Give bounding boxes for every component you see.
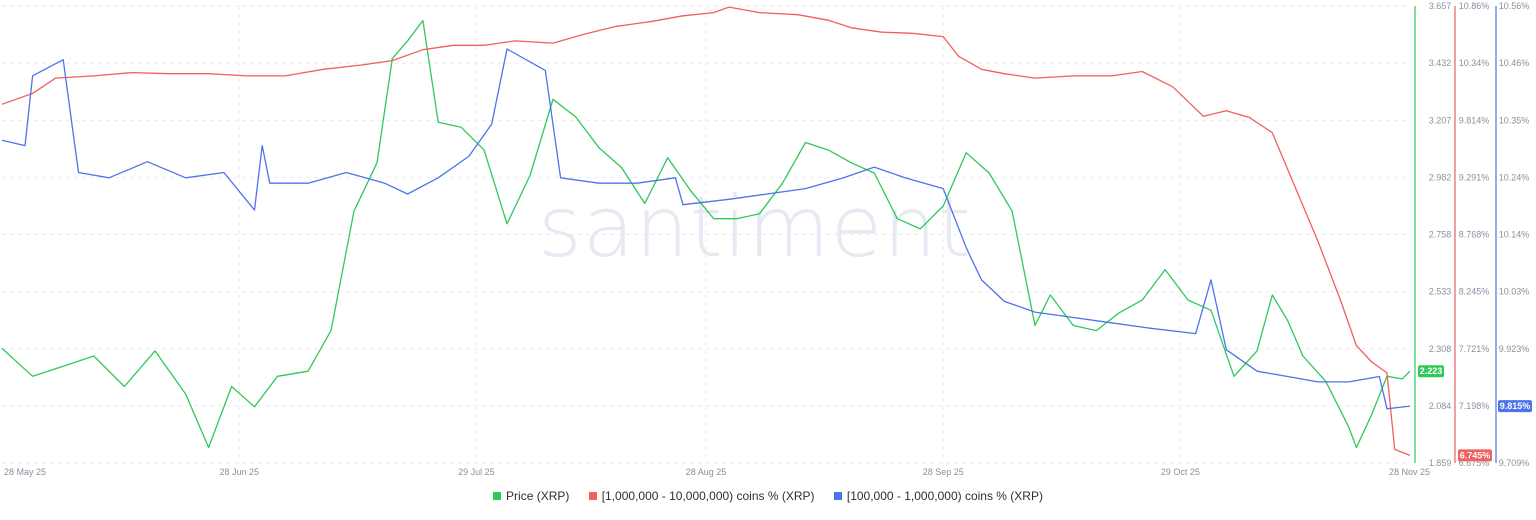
- y-tick-label-large_holders: 8.245%: [1459, 287, 1490, 297]
- value-badge-mid_holders: [1498, 400, 1532, 413]
- legend-swatch-large-holders: [588, 492, 597, 500]
- legend-swatch-mid-holders: [833, 492, 842, 500]
- y-tick-label-price: 2.758: [1429, 230, 1452, 240]
- y-tick-label-large_holders: 10.86%: [1459, 1, 1490, 11]
- y-tick-label-mid_holders: 10.35%: [1499, 115, 1530, 125]
- value-badge-price: [1418, 365, 1444, 378]
- y-tick-label-large_holders: 9.814%: [1459, 115, 1490, 125]
- x-tick-label: 28 Jun 25: [219, 467, 259, 477]
- y-tick-label-price: 2.308: [1429, 344, 1452, 354]
- grid-layer: [2, 5, 1410, 464]
- x-tick-label: 28 Nov 25: [1389, 467, 1430, 477]
- value-badge-large_holders: [1458, 449, 1492, 462]
- legend-item-mid-holders[interactable]: [100,000 - 1,000,000) coins % (XRP): [833, 489, 1043, 503]
- y-tick-label-price: 3.207: [1429, 115, 1452, 125]
- y-tick-label-large_holders: 7.198%: [1459, 401, 1490, 411]
- x-tick-label: 29 Jul 25: [458, 467, 495, 477]
- series-line-large_holders: [1, 6, 1411, 457]
- legend-item-price[interactable]: Price (XRP): [493, 489, 569, 503]
- y-tick-label-large_holders: 9.291%: [1459, 172, 1490, 182]
- axis-layer: 28 May 25 28 Jun 25 29 Jul 25 28 Aug 25 28 S…: [4, 1, 1529, 477]
- y-tick-label-mid_holders: 10.24%: [1499, 172, 1530, 182]
- legend-label-mid-holders: [100,000 - 1,000,000) coins % (XRP): [846, 489, 1043, 503]
- legend-swatch-price: [493, 492, 502, 500]
- x-tick-label: 28 May 25: [4, 467, 46, 477]
- series-line-price: [1, 19, 1411, 449]
- y-tick-label-price: 1.859: [1429, 458, 1452, 468]
- y-tick-label-large_holders: 8.768%: [1459, 230, 1490, 240]
- santiment-watermark: santiment: [538, 178, 972, 276]
- value-badge-text-large_holders: 6.745%: [1460, 450, 1491, 460]
- series-line-mid_holders: [1, 48, 1411, 410]
- chart-legend: Price (XRP) [1,000,000 - 10,000,000) coi…: [0, 489, 1536, 503]
- y-tick-label-mid_holders: 9.709%: [1499, 458, 1530, 468]
- x-tick-label: 29 Oct 25: [1161, 467, 1200, 477]
- y-tick-label-price: 3.657: [1429, 1, 1452, 11]
- badge-layer: 2.223 6.745% 9.815%: [1418, 365, 1532, 462]
- value-badge-text-price: 2.223: [1420, 366, 1443, 376]
- series-layer: [1, 6, 1411, 457]
- legend-item-large-holders[interactable]: [1,000,000 - 10,000,000) coins % (XRP): [588, 489, 815, 503]
- y-tick-label-mid_holders: 10.14%: [1499, 230, 1530, 240]
- y-tick-label-price: 2.084: [1429, 401, 1452, 411]
- y-tick-label-price: 3.432: [1429, 58, 1452, 68]
- y-tick-label-price: 2.533: [1429, 287, 1452, 297]
- chart-svg: 28 May 25 28 Jun 25 29 Jul 25 28 Aug 25 28 S…: [1, 1, 1532, 477]
- y-tick-label-price: 2.982: [1429, 172, 1452, 182]
- x-tick-label: 28 Sep 25: [923, 467, 964, 477]
- y-tick-label-mid_holders: 10.56%: [1499, 1, 1530, 11]
- y-tick-label-mid_holders: 9.923%: [1499, 344, 1530, 354]
- y-tick-label-large_holders: 10.34%: [1459, 58, 1490, 68]
- legend-label-large-holders: [1,000,000 - 10,000,000) coins % (XRP): [601, 489, 815, 503]
- y-tick-label-mid_holders: 10.03%: [1499, 287, 1530, 297]
- y-tick-label-large_holders: 7.721%: [1459, 344, 1490, 354]
- legend-label-price: Price (XRP): [506, 489, 570, 503]
- y-tick-label-mid_holders: 10.46%: [1499, 58, 1530, 68]
- value-badge-text-mid_holders: 9.815%: [1500, 401, 1531, 411]
- y-tick-label-large_holders: 6.675%: [1459, 458, 1490, 468]
- x-tick-label: 28 Aug 25: [686, 467, 727, 477]
